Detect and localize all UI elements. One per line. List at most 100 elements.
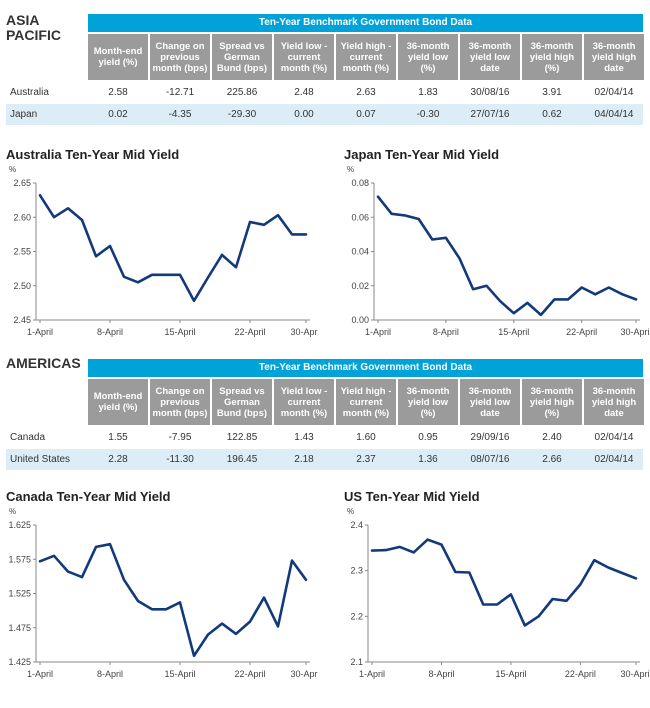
x-tick-label: 22-April bbox=[566, 327, 597, 337]
table-cell: 2.63 bbox=[356, 87, 376, 98]
table-cell: -29.30 bbox=[227, 109, 257, 120]
chart-svg: 1.625 1.575 1.525 1.475 1.425 1-April 8-April 1… bbox=[8, 520, 318, 679]
column-header: 36-month yield high date bbox=[584, 34, 644, 80]
table-cell: 27/07/16 bbox=[470, 109, 510, 120]
chart-australia: Australia Ten-Year Mid Yield % 2.65 2.60 2… bbox=[6, 147, 318, 337]
table-cell: 1.43 bbox=[294, 432, 314, 443]
x-tick-label: 8-April bbox=[97, 669, 123, 679]
column-header: Yield high - current month (%) bbox=[336, 379, 396, 425]
table-cell: 0.07 bbox=[356, 109, 376, 120]
chart-title: Japan Ten-Year Mid Yield bbox=[344, 147, 500, 162]
region-label-line-1: AMERICAS bbox=[6, 355, 81, 371]
table-cell: 02/04/14 bbox=[594, 87, 634, 98]
column-header: Spread vs German Bund (bps) bbox=[212, 34, 272, 80]
column-header: 36-month yield low (%) bbox=[398, 34, 458, 80]
table-cell: -4.35 bbox=[168, 109, 192, 120]
table-cell: 1.55 bbox=[108, 432, 128, 443]
y-tick-label: 1.425 bbox=[8, 657, 31, 667]
chart-svg: 2.65 2.60 2.55 2.50 2.45 1-April 8-April 15-Apr… bbox=[13, 178, 318, 337]
table-cell: 1.60 bbox=[356, 432, 376, 443]
column-header: Yield low - current month (%) bbox=[274, 34, 334, 80]
x-tick-label: 30-April bbox=[290, 669, 318, 679]
column-header: Month-end yield (%) bbox=[88, 379, 148, 425]
table-cell: 04/04/14 bbox=[594, 109, 634, 120]
region-label-line-1: ASIA bbox=[6, 12, 40, 28]
chart-title: Australia Ten-Year Mid Yield bbox=[6, 147, 180, 162]
series-line bbox=[370, 538, 638, 627]
y-tick-label: 1.475 bbox=[8, 623, 31, 633]
y-tick-label: 2.60 bbox=[13, 212, 31, 222]
y-tick-label: 1.525 bbox=[8, 589, 31, 599]
y-tick-label: 2.1 bbox=[350, 657, 363, 667]
x-tick-label: 22-April bbox=[565, 669, 596, 679]
table-cell: 3.91 bbox=[542, 87, 562, 98]
table-cell: 122.85 bbox=[226, 432, 258, 443]
x-tick-label: 22-April bbox=[234, 327, 265, 337]
table-cell: 30/08/16 bbox=[470, 87, 510, 98]
x-tick-label: 30-April bbox=[620, 669, 650, 679]
chart-svg: 2.4 2.3 2.2 2.1 1-April 8-April 15-April 22-Apr… bbox=[350, 520, 650, 679]
y-tick-label: 2.2 bbox=[350, 611, 363, 621]
table-banner: Ten-Year Benchmark Government Bond Data bbox=[88, 359, 643, 377]
table-cell: 2.40 bbox=[542, 432, 562, 443]
x-tick-label: 15-April bbox=[164, 327, 195, 337]
table-cell: 1.83 bbox=[418, 87, 438, 98]
table-cell: 2.48 bbox=[294, 87, 314, 98]
table-cell: -0.30 bbox=[416, 109, 440, 120]
table-cell: 29/09/16 bbox=[470, 432, 510, 443]
x-tick-label: 1-April bbox=[27, 669, 53, 679]
table-row: United States 2.28 -11.30 196.45 2.18 2.37 1.3… bbox=[6, 449, 643, 470]
y-tick-label: 2.45 bbox=[13, 315, 31, 325]
table-cell: 2.66 bbox=[542, 454, 562, 465]
series-line bbox=[38, 193, 308, 303]
chart-title: US Ten-Year Mid Yield bbox=[344, 489, 480, 504]
x-tick-label: 1-April bbox=[359, 669, 385, 679]
x-tick-label: 1-April bbox=[365, 327, 391, 337]
table-cell: 0.02 bbox=[108, 109, 128, 120]
table-cell: 08/07/16 bbox=[470, 454, 510, 465]
row-label: Canada bbox=[10, 432, 46, 443]
chart-japan: Japan Ten-Year Mid Yield % 0.08 0.06 0.04 0… bbox=[344, 147, 650, 337]
chart-canada: Canada Ten-Year Mid Yield % 1.625 1.575 1.… bbox=[6, 489, 318, 679]
y-tick-label: 1.575 bbox=[8, 554, 31, 564]
table-cell: 2.58 bbox=[108, 87, 128, 98]
y-tick-label: 2.4 bbox=[350, 520, 363, 530]
table-cell: 0.95 bbox=[418, 432, 438, 443]
y-unit-label: % bbox=[347, 165, 355, 174]
y-tick-label: 2.65 bbox=[13, 178, 31, 188]
x-tick-label: 30-April bbox=[620, 327, 650, 337]
x-tick-label: 22-April bbox=[234, 669, 265, 679]
x-tick-label: 15-April bbox=[498, 327, 529, 337]
y-tick-label: 0.08 bbox=[351, 178, 369, 188]
column-header: Month-end yield (%) bbox=[88, 34, 148, 80]
table-cell: 0.00 bbox=[294, 109, 314, 120]
x-tick-label: 30-April bbox=[290, 327, 318, 337]
column-header: 36-month yield low date bbox=[460, 379, 520, 425]
y-tick-label: 0.06 bbox=[351, 212, 369, 222]
table-cell: -11.30 bbox=[166, 454, 194, 465]
chart-title: Canada Ten-Year Mid Yield bbox=[6, 489, 171, 504]
y-tick-label: 0.04 bbox=[351, 247, 369, 257]
y-tick-label: 2.50 bbox=[13, 281, 31, 291]
region-label-asia-pacific: ASIA PACIFIC bbox=[6, 13, 61, 43]
column-header: 36-month yield high (%) bbox=[522, 379, 582, 425]
y-tick-label: 2.3 bbox=[350, 566, 363, 576]
table-cell: 02/04/14 bbox=[594, 454, 634, 465]
column-header: 36-month yield low date bbox=[460, 34, 520, 80]
x-tick-label: 1-April bbox=[27, 327, 53, 337]
region-label-americas: AMERICAS bbox=[6, 356, 81, 371]
column-header: Change on previous month (bps) bbox=[150, 34, 210, 80]
column-header: 36-month yield high (%) bbox=[522, 34, 582, 80]
table-cell: -12.71 bbox=[165, 87, 195, 98]
y-unit-label: % bbox=[9, 165, 17, 174]
x-tick-label: 8-April bbox=[97, 327, 123, 337]
column-header: 36-month yield low (%) bbox=[398, 379, 458, 425]
x-tick-label: 15-April bbox=[164, 669, 195, 679]
y-unit-label: % bbox=[347, 507, 355, 516]
table-cell: 2.28 bbox=[108, 454, 128, 465]
y-tick-label: 1.625 bbox=[8, 520, 31, 530]
column-header: Yield high - current month (%) bbox=[336, 34, 396, 80]
x-tick-label: 8-April bbox=[433, 327, 459, 337]
row-label: Japan bbox=[10, 109, 38, 120]
table-cell: 225.86 bbox=[226, 87, 258, 98]
